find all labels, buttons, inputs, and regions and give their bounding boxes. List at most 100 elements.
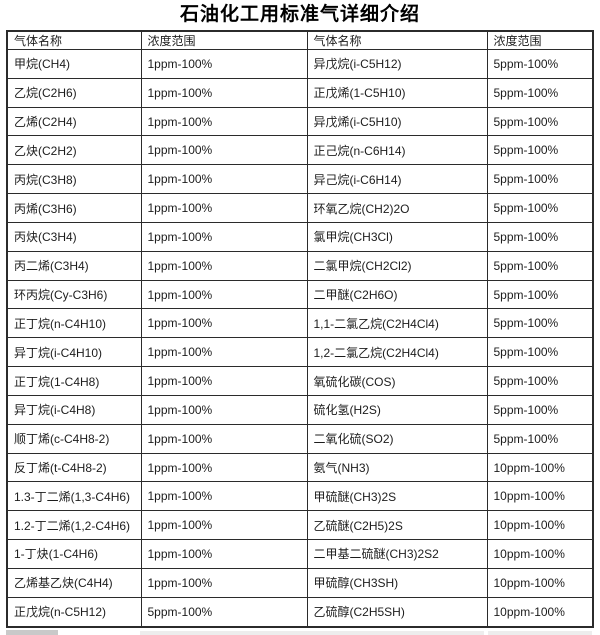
range-cell: 10ppm-100% xyxy=(486,481,594,512)
partial-cell-middle xyxy=(140,631,484,635)
range-cell: 10ppm-100% xyxy=(486,596,594,628)
header-row: 气体名称 浓度范围 气体名称 浓度范围 xyxy=(6,30,594,50)
gas-name-cell: 甲硫醚(CH3)2S xyxy=(306,481,488,512)
gas-name-cell: 硫化氢(H2S) xyxy=(306,394,488,425)
range-cell: 1ppm-100% xyxy=(140,221,308,252)
table-row: 丙烯(C3H6) 1ppm-100% 环氧乙烷(CH2)2O 5ppm-100% xyxy=(6,193,594,223)
range-cell: 1ppm-100% xyxy=(140,193,308,223)
gas-name-cell: 乙炔(C2H2) xyxy=(6,135,142,166)
gas-name-cell: 1.3-丁二烯(1,3-C4H6) xyxy=(6,481,142,512)
range-cell: 1ppm-100% xyxy=(140,423,308,454)
range-cell: 5ppm-100% xyxy=(486,337,594,368)
gas-name-cell: 正丁烷(n-C4H10) xyxy=(6,308,142,339)
range-cell: 5ppm-100% xyxy=(486,308,594,339)
range-cell: 5ppm-100% xyxy=(486,279,594,310)
header-gas-name-left: 气体名称 xyxy=(6,30,142,50)
gas-name-cell: 丙二烯(C3H4) xyxy=(6,250,142,281)
table-row: 甲烷(CH4) 1ppm-100% 异戊烷(i-C5H12) 5ppm-100% xyxy=(6,49,594,79)
range-cell: 5ppm-100% xyxy=(486,135,594,166)
table-row: 正丁烷(1-C4H8) 1ppm-100% 氧硫化碳(COS) 5ppm-100% xyxy=(6,366,594,396)
range-cell: 5ppm-100% xyxy=(486,49,594,79)
gas-name-cell: 乙硫醚(C2H5)2S xyxy=(306,510,488,541)
table-row: 1.2-丁二烯(1,2-C4H6) 1ppm-100% 乙硫醚(C2H5)2S 10p… xyxy=(6,510,594,541)
gas-table: 气体名称 浓度范围 气体名称 浓度范围 甲烷(CH4) 1ppm-100% 异戊烷(… xyxy=(6,30,594,628)
range-cell: 1ppm-100% xyxy=(140,366,308,396)
gas-name-cell: 异丁烷(i-C4H8) xyxy=(6,394,142,425)
gas-name-cell: 异戊烯(i-C5H10) xyxy=(306,106,488,137)
range-cell: 10ppm-100% xyxy=(486,539,594,569)
range-cell: 1ppm-100% xyxy=(140,49,308,79)
range-cell: 1ppm-100% xyxy=(140,539,308,569)
gas-name-cell: 氯甲烷(CH3Cl) xyxy=(306,221,488,252)
gas-name-cell: 丙炔(C3H4) xyxy=(6,221,142,252)
range-cell: 1ppm-100% xyxy=(140,394,308,425)
next-table-partial xyxy=(0,628,600,635)
table-row: 环丙烷(Cy-C3H6) 1ppm-100% 二甲醚(C2H6O) 5ppm-100% xyxy=(6,279,594,310)
range-cell: 1ppm-100% xyxy=(140,510,308,541)
gas-name-cell: 氧硫化碳(COS) xyxy=(306,366,488,396)
table-row: 正戊烷(n-C5H12) 5ppm-100% 乙硫醇(C2H5SH) 10ppm-10… xyxy=(6,596,594,628)
table-row: 1-丁炔(1-C4H6) 1ppm-100% 二甲基二硫醚(CH3)2S2 10ppm… xyxy=(6,539,594,569)
range-cell: 1ppm-100% xyxy=(140,77,308,108)
partial-cell-left xyxy=(6,630,58,635)
table-row: 丙炔(C3H4) 1ppm-100% 氯甲烷(CH3Cl) 5ppm-100% xyxy=(6,221,594,252)
gas-name-cell: 正戊烷(n-C5H12) xyxy=(6,596,142,628)
gas-name-cell: 二甲基二硫醚(CH3)2S2 xyxy=(306,539,488,569)
range-cell: 1ppm-100% xyxy=(140,452,308,483)
table-row: 乙烷(C2H6) 1ppm-100% 正戊烯(1-C5H10) 5ppm-100% xyxy=(6,77,594,108)
gas-name-cell: 1.2-丁二烯(1,2-C4H6) xyxy=(6,510,142,541)
range-cell: 5ppm-100% xyxy=(486,366,594,396)
gas-name-cell: 正戊烯(1-C5H10) xyxy=(306,77,488,108)
range-cell: 5ppm-100% xyxy=(486,423,594,454)
range-cell: 10ppm-100% xyxy=(486,510,594,541)
table-row: 顺丁烯(c-C4H8-2) 1ppm-100% 二氧化硫(SO2) 5ppm-100% xyxy=(6,423,594,454)
gas-name-cell: 异戊烷(i-C5H12) xyxy=(306,49,488,79)
range-cell: 1ppm-100% xyxy=(140,135,308,166)
range-cell: 1ppm-100% xyxy=(140,106,308,137)
table-row: 乙烯基乙炔(C4H4) 1ppm-100% 甲硫醇(CH3SH) 10ppm-100% xyxy=(6,567,594,598)
range-cell: 5ppm-100% xyxy=(486,250,594,281)
table-row: 乙烯(C2H4) 1ppm-100% 异戊烯(i-C5H10) 5ppm-100% xyxy=(6,106,594,137)
gas-name-cell: 乙烷(C2H6) xyxy=(6,77,142,108)
range-cell: 5ppm-100% xyxy=(486,221,594,252)
range-cell: 5ppm-100% xyxy=(486,193,594,223)
table-row: 反丁烯(t-C4H8-2) 1ppm-100% 氨气(NH3) 10ppm-100% xyxy=(6,452,594,483)
range-cell: 10ppm-100% xyxy=(486,452,594,483)
gas-name-cell: 乙烯基乙炔(C4H4) xyxy=(6,567,142,598)
table-row: 异丁烷(i-C4H10) 1ppm-100% 1,2-二氯乙烷(C2H4Cl4) 5p… xyxy=(6,337,594,368)
gas-name-cell: 环氧乙烷(CH2)2O xyxy=(306,193,488,223)
header-range-left: 浓度范围 xyxy=(140,30,308,50)
gas-name-cell: 乙烯(C2H4) xyxy=(6,106,142,137)
gas-name-cell: 1,2-二氯乙烷(C2H4Cl4) xyxy=(306,337,488,368)
gas-name-cell: 甲烷(CH4) xyxy=(6,49,142,79)
range-cell: 1ppm-100% xyxy=(140,250,308,281)
gas-name-cell: 顺丁烯(c-C4H8-2) xyxy=(6,423,142,454)
gas-name-cell: 反丁烯(t-C4H8-2) xyxy=(6,452,142,483)
page-title: 石油化工用标准气详细介绍 xyxy=(179,4,420,25)
gas-name-cell: 二氯甲烷(CH2Cl2) xyxy=(306,250,488,281)
range-cell: 5ppm-100% xyxy=(486,77,594,108)
gas-name-cell: 丙烷(C3H8) xyxy=(6,164,142,195)
gas-name-cell: 环丙烷(Cy-C3H6) xyxy=(6,279,142,310)
gas-name-cell: 1,1-二氯乙烷(C2H4Cl4) xyxy=(306,308,488,339)
gas-name-cell: 二甲醚(C2H6O) xyxy=(306,279,488,310)
gas-name-cell: 异丁烷(i-C4H10) xyxy=(6,337,142,368)
gas-name-cell: 异己烷(i-C6H14) xyxy=(306,164,488,195)
gas-name-cell: 乙硫醇(C2H5SH) xyxy=(306,596,488,628)
range-cell: 10ppm-100% xyxy=(486,567,594,598)
range-cell: 1ppm-100% xyxy=(140,567,308,598)
range-cell: 1ppm-100% xyxy=(140,337,308,368)
range-cell: 5ppm-100% xyxy=(486,164,594,195)
gas-name-cell: 正己烷(n-C6H14) xyxy=(306,135,488,166)
header-gas-name-right: 气体名称 xyxy=(306,30,488,50)
partial-cell-right xyxy=(488,631,592,635)
range-cell: 5ppm-100% xyxy=(486,106,594,137)
gas-name-cell: 氨气(NH3) xyxy=(306,452,488,483)
table-row: 乙炔(C2H2) 1ppm-100% 正己烷(n-C6H14) 5ppm-100% xyxy=(6,135,594,166)
gas-name-cell: 甲硫醇(CH3SH) xyxy=(306,567,488,598)
table-row: 正丁烷(n-C4H10) 1ppm-100% 1,1-二氯乙烷(C2H4Cl4) 5p… xyxy=(6,308,594,339)
gas-name-cell: 1-丁炔(1-C4H6) xyxy=(6,539,142,569)
range-cell: 1ppm-100% xyxy=(140,279,308,310)
range-cell: 5ppm-100% xyxy=(140,596,308,628)
table-row: 异丁烷(i-C4H8) 1ppm-100% 硫化氢(H2S) 5ppm-100% xyxy=(6,394,594,425)
